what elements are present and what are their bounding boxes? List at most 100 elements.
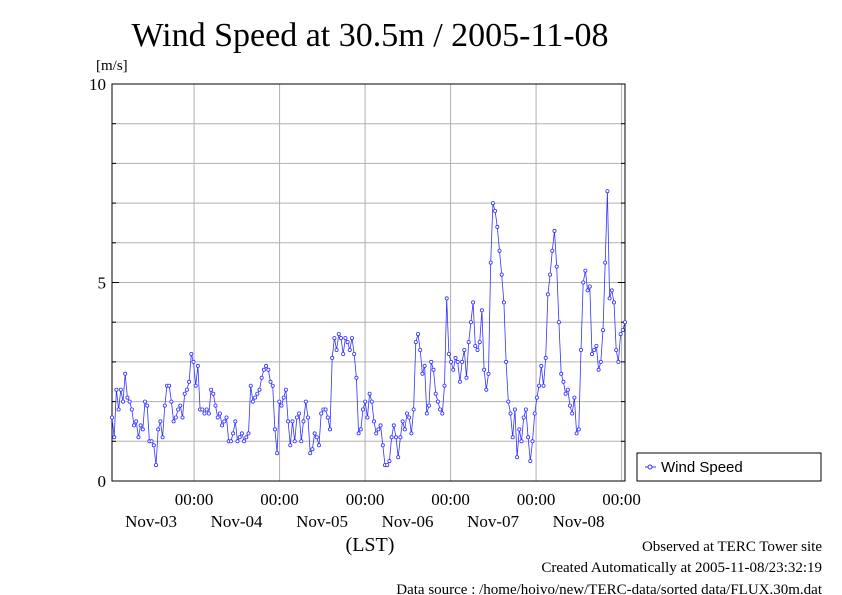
data-point xyxy=(482,367,487,372)
data-point xyxy=(440,411,445,416)
x-tick-time-label: 00:00 xyxy=(517,490,556,509)
data-point xyxy=(204,407,209,412)
series-wind-speed xyxy=(110,189,628,468)
data-point xyxy=(202,411,207,416)
data-point xyxy=(369,399,374,404)
data-point xyxy=(528,459,533,464)
data-point xyxy=(396,455,401,460)
data-point xyxy=(526,435,531,440)
data-point xyxy=(114,387,119,392)
data-point xyxy=(475,347,480,352)
data-point xyxy=(281,395,286,400)
data-point xyxy=(286,419,291,424)
data-point xyxy=(193,383,198,388)
data-point xyxy=(220,423,225,428)
data-point xyxy=(537,383,542,388)
data-point xyxy=(277,399,282,404)
data-point xyxy=(464,375,469,380)
data-point xyxy=(191,359,196,364)
data-point xyxy=(332,336,337,341)
data-point xyxy=(431,367,436,372)
data-point xyxy=(385,463,390,468)
data-point xyxy=(479,308,484,313)
data-point xyxy=(118,387,123,392)
data-point xyxy=(418,347,423,352)
data-point xyxy=(508,411,513,416)
data-point xyxy=(153,463,158,468)
data-point xyxy=(574,431,579,436)
data-point xyxy=(590,351,595,356)
data-point xyxy=(237,435,242,440)
data-point xyxy=(268,379,273,384)
data-point xyxy=(438,407,443,412)
data-point xyxy=(145,403,150,408)
data-point xyxy=(389,435,394,440)
data-point xyxy=(169,399,174,404)
data-point xyxy=(231,431,236,436)
data-point xyxy=(347,347,352,352)
data-point xyxy=(517,427,522,432)
data-point xyxy=(596,367,601,372)
data-point xyxy=(325,415,330,420)
data-point xyxy=(398,435,403,440)
data-point xyxy=(358,427,363,432)
data-point xyxy=(609,288,614,293)
data-point xyxy=(378,423,383,428)
data-point xyxy=(504,359,509,364)
data-point xyxy=(127,399,132,404)
data-point xyxy=(171,419,176,424)
data-point xyxy=(449,359,454,364)
data-point xyxy=(330,355,335,360)
data-point xyxy=(510,435,515,440)
data-point xyxy=(587,284,592,289)
data-point xyxy=(488,260,493,265)
data-point xyxy=(506,399,511,404)
data-point xyxy=(149,439,154,444)
data-point xyxy=(140,427,145,432)
data-point xyxy=(125,395,130,400)
data-point xyxy=(473,343,478,348)
data-point xyxy=(213,403,218,408)
y-axis-ticks: 0 5 10 xyxy=(89,75,625,491)
data-point xyxy=(279,403,284,408)
data-point xyxy=(308,451,313,456)
data-point xyxy=(261,367,266,372)
data-point xyxy=(142,399,147,404)
data-point xyxy=(200,407,205,412)
data-point xyxy=(303,399,308,404)
data-point xyxy=(576,427,581,432)
data-point xyxy=(618,332,623,337)
data-point xyxy=(189,351,194,356)
data-point xyxy=(250,399,255,404)
x-tick-date-label: Nov-03 xyxy=(125,512,177,531)
data-point xyxy=(341,351,346,356)
data-point xyxy=(184,387,189,392)
data-point xyxy=(180,415,185,420)
data-point xyxy=(468,320,473,325)
data-point xyxy=(433,391,438,396)
data-point xyxy=(426,403,431,408)
data-point xyxy=(352,351,357,356)
data-point xyxy=(607,296,612,301)
data-point xyxy=(129,407,134,412)
data-point xyxy=(312,431,317,436)
data-point xyxy=(233,419,238,424)
data-point xyxy=(601,328,606,333)
data-point xyxy=(605,189,610,194)
data-point xyxy=(387,459,392,464)
data-point xyxy=(215,415,220,420)
data-point xyxy=(541,383,546,388)
data-point xyxy=(363,399,368,404)
data-point xyxy=(264,363,269,368)
x-tick-time-label: 00:00 xyxy=(431,490,470,509)
grid-lines xyxy=(112,84,625,481)
data-point xyxy=(270,383,275,388)
data-point xyxy=(354,375,359,380)
data-point xyxy=(374,431,379,436)
data-point xyxy=(187,379,192,384)
data-point xyxy=(532,411,537,416)
x-tick-date-label: Nov-08 xyxy=(553,512,605,531)
data-point xyxy=(554,264,559,269)
data-point xyxy=(462,347,467,352)
data-point xyxy=(620,328,625,333)
